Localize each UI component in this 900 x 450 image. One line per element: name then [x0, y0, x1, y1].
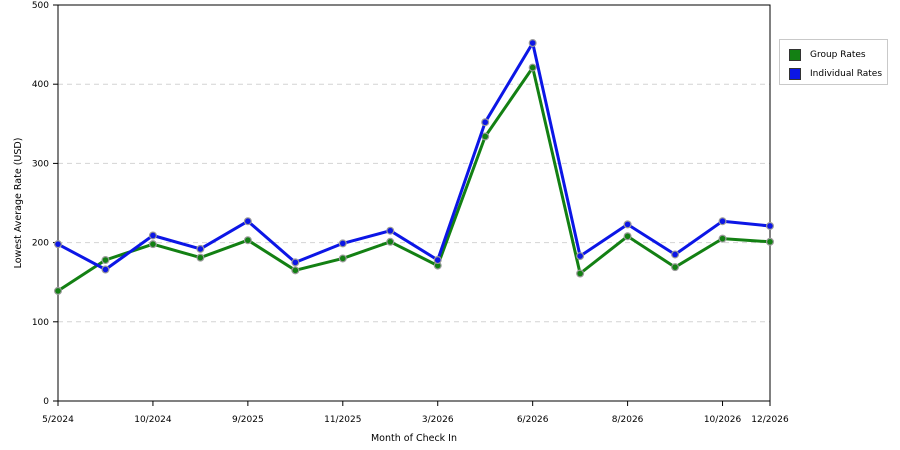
x-tick-label: 11/2025	[324, 415, 361, 425]
y-axis-title: Lowest Average Rate (USD)	[13, 138, 24, 269]
legend-swatch-group-rates	[789, 49, 801, 61]
data-point-series-1	[148, 231, 157, 240]
data-point-series-1	[623, 220, 632, 229]
data-point-series-1	[765, 221, 774, 230]
x-tick-label: 5/2024	[42, 415, 74, 425]
data-point-series-0	[528, 63, 537, 72]
data-point-series-0	[196, 253, 205, 262]
series-line-0	[57, 66, 771, 293]
data-point-series-1	[101, 265, 110, 274]
x-tick-label: 10/2026	[704, 415, 742, 425]
data-point-series-0	[148, 240, 157, 249]
x-tick-label: 3/2026	[422, 415, 454, 425]
data-point-series-0	[718, 234, 727, 243]
y-axis-ticks: 0 100 200 300 400 500	[32, 1, 58, 407]
x-axis-ticks: 5/2024 10/2024 9/2025 11/2025 3/2026 6/2026 8/…	[42, 401, 789, 425]
plot-area-border	[57, 4, 771, 402]
legend-swatch-individual-rates	[789, 68, 801, 80]
data-point-series-1	[196, 244, 205, 253]
data-point-series-1	[243, 217, 252, 226]
legend-item-individual-rates: Individual Rates	[789, 67, 882, 81]
data-point-series-1	[53, 240, 62, 249]
x-tick-label: 12/2026	[751, 415, 789, 425]
x-tick-label: 6/2026	[517, 415, 549, 425]
legend-label-individual-rates: Individual Rates	[810, 69, 883, 79]
legend: Group Rates Individual Rates	[779, 39, 888, 85]
y-tick-label: 500	[32, 1, 49, 11]
series-line-1	[57, 41, 771, 271]
x-axis-title: Month of Check In	[371, 433, 457, 444]
data-point-series-1	[291, 258, 300, 267]
y-tick-label: 100	[32, 318, 49, 328]
data-point-series-0	[481, 132, 490, 141]
data-point-series-0	[53, 286, 62, 295]
y-tick-label: 300	[32, 159, 49, 169]
data-point-series-0	[576, 269, 585, 278]
data-point-series-1	[671, 250, 680, 259]
data-point-series-1	[718, 217, 727, 226]
data-point-series-0	[386, 237, 395, 246]
data-point-series-0	[671, 263, 680, 272]
x-tick-label: 10/2024	[134, 415, 172, 425]
data-point-series-0	[338, 254, 347, 263]
data-point-series-1	[576, 252, 585, 261]
data-point-series-1	[433, 256, 442, 265]
data-point-series-1	[528, 39, 537, 48]
data-point-series-1	[481, 118, 490, 127]
data-point-series-1	[338, 239, 347, 248]
x-tick-label: 8/2026	[612, 415, 644, 425]
data-point-series-0	[291, 266, 300, 275]
data-point-series-1	[386, 226, 395, 235]
legend-label-group-rates: Group Rates	[810, 50, 866, 60]
legend-item-group-rates: Group Rates	[789, 48, 866, 62]
gridlines	[58, 83, 770, 323]
x-tick-label: 9/2025	[232, 415, 264, 425]
data-point-series-0	[243, 236, 252, 245]
data-point-series-0	[101, 256, 110, 265]
y-tick-label: 0	[43, 397, 49, 407]
series-lines	[53, 39, 774, 295]
data-point-series-0	[765, 237, 774, 246]
y-tick-label: 200	[32, 239, 49, 249]
data-point-series-0	[623, 232, 632, 241]
y-tick-label: 400	[32, 80, 49, 90]
